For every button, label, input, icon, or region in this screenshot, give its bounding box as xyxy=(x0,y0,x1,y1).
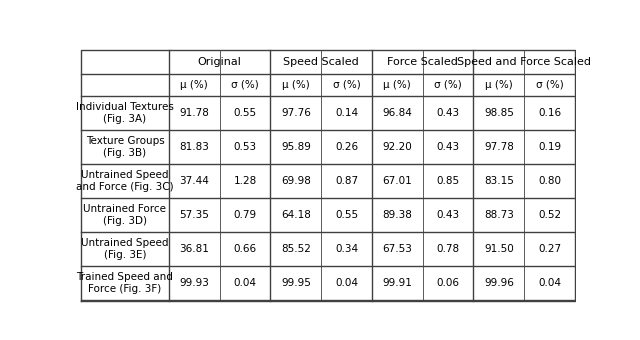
Text: 91.50: 91.50 xyxy=(484,244,514,254)
Text: 97.78: 97.78 xyxy=(484,142,514,152)
Text: σ (%): σ (%) xyxy=(536,80,563,90)
Text: 64.18: 64.18 xyxy=(281,210,311,220)
Text: σ (%): σ (%) xyxy=(434,80,462,90)
Text: 69.98: 69.98 xyxy=(281,176,311,186)
Text: 0.53: 0.53 xyxy=(234,142,257,152)
Text: Speed Scaled: Speed Scaled xyxy=(284,57,359,67)
Text: 0.19: 0.19 xyxy=(538,142,561,152)
Text: 0.85: 0.85 xyxy=(436,176,460,186)
Text: 0.87: 0.87 xyxy=(335,176,358,186)
Text: σ (%): σ (%) xyxy=(333,80,360,90)
Text: 96.84: 96.84 xyxy=(383,108,412,118)
Text: 99.91: 99.91 xyxy=(383,278,412,288)
Text: 99.96: 99.96 xyxy=(484,278,514,288)
Text: 0.78: 0.78 xyxy=(436,244,460,254)
Text: 0.43: 0.43 xyxy=(436,210,460,220)
Text: 0.27: 0.27 xyxy=(538,244,561,254)
Text: 37.44: 37.44 xyxy=(179,176,209,186)
Text: Untrained Force
(Fig. 3D): Untrained Force (Fig. 3D) xyxy=(83,204,166,226)
Text: μ (%): μ (%) xyxy=(180,80,208,90)
Text: 81.83: 81.83 xyxy=(179,142,209,152)
Text: 0.55: 0.55 xyxy=(335,210,358,220)
Text: 0.34: 0.34 xyxy=(335,244,358,254)
Text: 1.28: 1.28 xyxy=(234,176,257,186)
Text: Texture Groups
(Fig. 3B): Texture Groups (Fig. 3B) xyxy=(86,136,164,158)
Text: μ (%): μ (%) xyxy=(485,80,513,90)
Text: 99.95: 99.95 xyxy=(281,278,311,288)
Text: 83.15: 83.15 xyxy=(484,176,514,186)
Text: 88.73: 88.73 xyxy=(484,210,514,220)
Text: 99.93: 99.93 xyxy=(179,278,209,288)
Text: Speed and Force Scaled: Speed and Force Scaled xyxy=(457,57,591,67)
Text: Untrained Speed
(Fig. 3E): Untrained Speed (Fig. 3E) xyxy=(81,238,169,260)
Text: 0.26: 0.26 xyxy=(335,142,358,152)
Text: 0.14: 0.14 xyxy=(335,108,358,118)
Text: μ (%): μ (%) xyxy=(383,80,412,90)
Text: 95.89: 95.89 xyxy=(281,142,311,152)
Text: 0.16: 0.16 xyxy=(538,108,561,118)
Text: 67.01: 67.01 xyxy=(383,176,412,186)
Text: Individual Textures
(Fig. 3A): Individual Textures (Fig. 3A) xyxy=(76,102,174,124)
Text: 0.43: 0.43 xyxy=(436,108,460,118)
Text: 0.80: 0.80 xyxy=(538,176,561,186)
Text: 91.78: 91.78 xyxy=(179,108,209,118)
Text: 89.38: 89.38 xyxy=(383,210,412,220)
Text: 92.20: 92.20 xyxy=(383,142,412,152)
Text: 57.35: 57.35 xyxy=(179,210,209,220)
Text: 85.52: 85.52 xyxy=(281,244,311,254)
Text: σ (%): σ (%) xyxy=(231,80,259,90)
Text: 0.66: 0.66 xyxy=(234,244,257,254)
Text: 0.79: 0.79 xyxy=(234,210,257,220)
Text: 0.06: 0.06 xyxy=(436,278,460,288)
Text: 0.04: 0.04 xyxy=(335,278,358,288)
Text: 67.53: 67.53 xyxy=(383,244,412,254)
Text: Original: Original xyxy=(198,57,242,67)
Text: 97.76: 97.76 xyxy=(281,108,311,118)
Text: 0.04: 0.04 xyxy=(538,278,561,288)
Text: Trained Speed and
Force (Fig. 3F): Trained Speed and Force (Fig. 3F) xyxy=(77,272,173,294)
Text: 36.81: 36.81 xyxy=(179,244,209,254)
Text: 98.85: 98.85 xyxy=(484,108,514,118)
Text: Force Scaled: Force Scaled xyxy=(387,57,458,67)
Text: 0.52: 0.52 xyxy=(538,210,561,220)
Text: 0.43: 0.43 xyxy=(436,142,460,152)
Text: μ (%): μ (%) xyxy=(282,80,310,90)
Text: 0.55: 0.55 xyxy=(234,108,257,118)
Text: Untrained Speed
and Force (Fig. 3C): Untrained Speed and Force (Fig. 3C) xyxy=(76,170,174,192)
Text: 0.04: 0.04 xyxy=(234,278,257,288)
